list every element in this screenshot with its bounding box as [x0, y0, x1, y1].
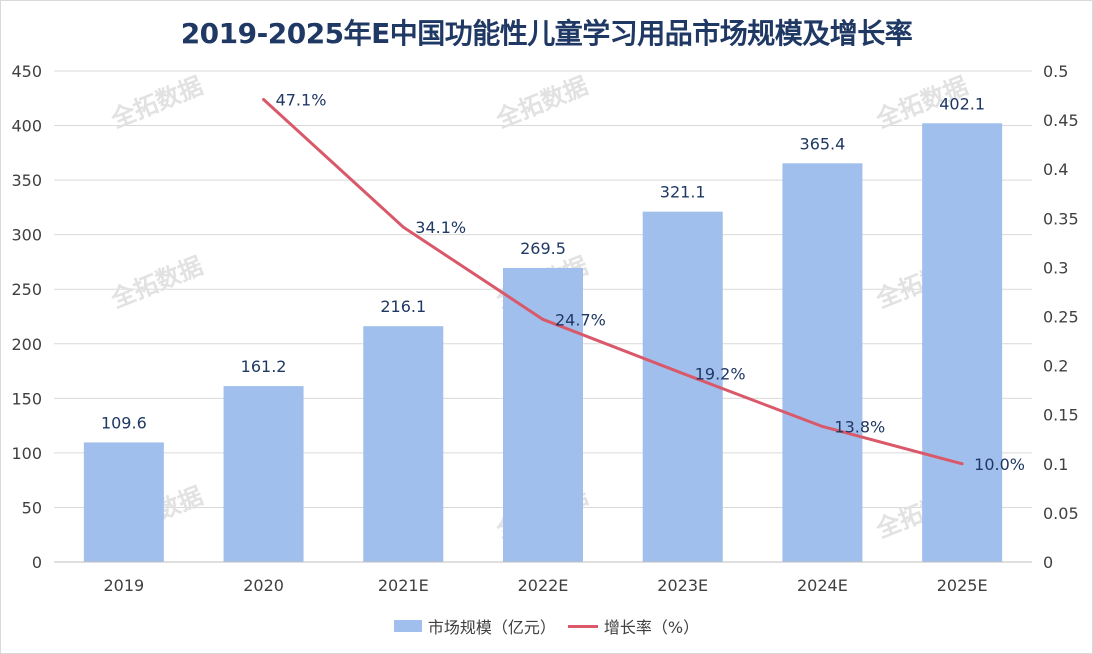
y-right-tick-label: 0 — [1043, 553, 1053, 572]
x-tick-label: 2020 — [243, 576, 284, 595]
bar — [503, 267, 583, 562]
chart-title: 2019-2025年E中国功能性儿童学习用品市场规模及增长率 — [180, 17, 913, 50]
bar — [782, 163, 863, 563]
y-left-tick-label: 300 — [11, 226, 42, 245]
x-tick-label: 2023E — [657, 576, 708, 595]
y-right-tick-label: 0.4 — [1043, 160, 1068, 179]
growth-value-label: 34.1% — [415, 218, 466, 237]
y-right-tick-label: 0.35 — [1043, 209, 1079, 228]
growth-value-label: 19.2% — [695, 364, 746, 383]
x-tick-label: 2025E — [937, 576, 988, 595]
legend-label-bar: 市场规模（亿元） — [427, 618, 556, 637]
x-tick-label: 2024E — [797, 576, 848, 595]
x-tick-label: 2022E — [518, 576, 569, 595]
bar-value-label: 269.5 — [520, 239, 566, 258]
y-left-tick-label: 200 — [11, 335, 42, 354]
legend-item-bar: 市场规模（亿元） — [393, 614, 556, 638]
watermark-text: 全拓数据 — [106, 72, 206, 134]
growth-point — [820, 424, 824, 428]
bar-value-label: 321.1 — [660, 183, 706, 202]
legend-swatch-line — [567, 624, 598, 628]
bar-value-label: 161.2 — [241, 357, 287, 376]
growth-value-label: 24.7% — [555, 310, 606, 329]
y-left-tick-label: 100 — [11, 444, 42, 463]
growth-point — [401, 225, 405, 229]
y-right-tick-label: 0.05 — [1043, 504, 1079, 523]
growth-line-series — [262, 98, 963, 466]
y-right-tick-label: 0.45 — [1043, 111, 1079, 130]
y-right-tick-label: 0.3 — [1043, 258, 1068, 277]
bar-value-label: 402.1 — [939, 94, 985, 113]
y-right-tick-label: 0.15 — [1043, 406, 1079, 425]
watermark-text: 全拓数据 — [491, 72, 591, 134]
bar — [223, 386, 304, 562]
y-right-tick-label: 0.1 — [1043, 455, 1068, 474]
x-tick-label: 2021E — [378, 576, 429, 595]
bar-value-label: 365.4 — [800, 134, 846, 153]
y-left-tick-label: 0 — [32, 553, 42, 572]
growth-point — [681, 371, 685, 375]
growth-point — [541, 317, 545, 321]
y-left-tick-label: 400 — [11, 117, 42, 136]
legend-swatch-bar — [393, 620, 422, 632]
y-left-tick-label: 250 — [11, 280, 42, 299]
watermark-text: 全拓数据 — [106, 252, 206, 314]
legend-label-line: 增长率（%） — [603, 618, 700, 637]
growth-point — [960, 462, 964, 466]
legend: 市场规模（亿元） 增长率（%） — [0, 614, 1093, 638]
y-right-tick-label: 0.5 — [1043, 62, 1068, 81]
growth-value-label: 47.1% — [276, 90, 327, 109]
growth-value-label: 13.8% — [834, 417, 885, 436]
y-right-tick-label: 0.2 — [1043, 357, 1068, 376]
y-left-tick-label: 450 — [11, 62, 42, 81]
bar-value-label: 216.1 — [380, 297, 426, 316]
bar — [83, 442, 164, 562]
y-left-tick-label: 50 — [22, 498, 42, 517]
x-tick-label: 2019 — [103, 576, 144, 595]
bar-value-label: 109.6 — [101, 413, 147, 432]
bar — [363, 326, 444, 562]
growth-point — [262, 97, 266, 101]
bar — [642, 211, 723, 562]
y-right-tick-label: 0.25 — [1043, 308, 1079, 327]
growth-value-label: 10.0% — [974, 455, 1025, 474]
legend-item-line: 增长率（%） — [567, 614, 700, 638]
y-left-tick-label: 150 — [11, 389, 42, 408]
y-left-tick-label: 350 — [11, 171, 42, 190]
bar — [922, 123, 1003, 562]
